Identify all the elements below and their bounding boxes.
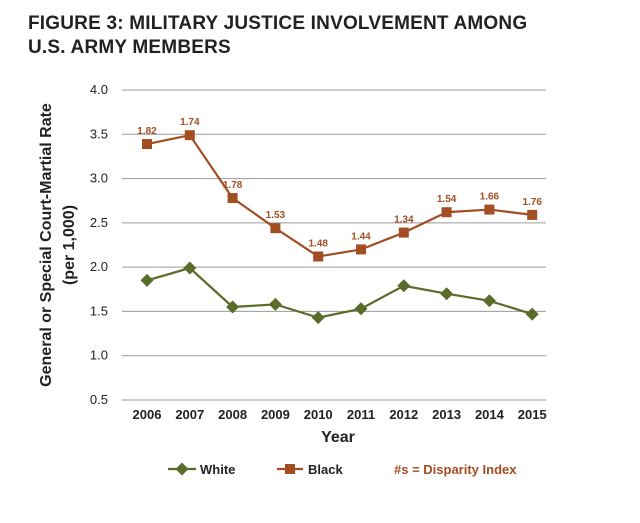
black-point bbox=[398, 227, 409, 238]
x-tick-label: 2013 bbox=[432, 407, 461, 422]
white-point bbox=[482, 294, 496, 308]
x-tick-label: 2011 bbox=[347, 407, 375, 422]
white-point bbox=[183, 261, 197, 275]
chart-title-line-1: FIGURE 3: MILITARY JUSTICE INVOLVEMENT A… bbox=[28, 13, 528, 34]
black-data-label: 1.66 bbox=[480, 192, 500, 203]
black-data-label: 1.53 bbox=[266, 210, 286, 221]
black-series-line bbox=[146, 133, 533, 258]
x-tick-label: 2012 bbox=[389, 407, 418, 422]
x-tick-label: 2008 bbox=[218, 407, 247, 422]
black-data-label: 1.54 bbox=[437, 194, 457, 205]
y-tick-label: 4.0 bbox=[90, 82, 108, 97]
legend-white-label: White bbox=[200, 462, 235, 477]
black-point bbox=[441, 207, 452, 218]
white-point bbox=[226, 300, 240, 314]
black-point bbox=[527, 209, 538, 220]
white-point bbox=[525, 307, 539, 321]
white-point bbox=[354, 302, 368, 316]
x-tick-label: 2010 bbox=[304, 407, 333, 422]
y-tick-label: 2.5 bbox=[90, 215, 108, 230]
white-point bbox=[311, 311, 325, 325]
y-tick-label: 0.5 bbox=[90, 392, 108, 407]
y-tick-label: 2.0 bbox=[90, 259, 108, 274]
black-point bbox=[356, 244, 366, 255]
x-tick-label: 2007 bbox=[175, 407, 204, 422]
y-tick-label: 3.5 bbox=[90, 126, 108, 141]
x-axis-title: Year bbox=[321, 429, 355, 446]
legend-black-label: Black bbox=[308, 462, 343, 477]
black-point bbox=[184, 130, 195, 141]
black-point bbox=[227, 193, 238, 204]
black-point bbox=[142, 139, 152, 150]
legend-black-square-icon bbox=[285, 464, 295, 474]
white-point bbox=[268, 297, 282, 311]
black-data-label: 1.44 bbox=[351, 231, 371, 242]
y-tick-label: 1.5 bbox=[90, 303, 108, 318]
black-data-label: 1.48 bbox=[308, 239, 328, 250]
y-axis-title-line-1: General or Special Court-Martial Rate bbox=[38, 103, 55, 387]
legend-disparity-note: #s = Disparity Index bbox=[394, 462, 517, 477]
black-point bbox=[313, 251, 324, 262]
x-tick-label: 2014 bbox=[475, 407, 505, 422]
chart-title: FIGURE 3: MILITARY JUSTICE INVOLVEMENT A… bbox=[28, 12, 527, 60]
white-point bbox=[140, 273, 154, 287]
white-point bbox=[440, 287, 454, 301]
chart-title-line-2: U.S. ARMY MEMBERS bbox=[28, 37, 231, 58]
white-point bbox=[397, 279, 411, 293]
y-tick-label: 3.0 bbox=[90, 171, 108, 186]
black-point bbox=[484, 204, 495, 215]
black-data-label: 1.82 bbox=[137, 126, 157, 137]
white-series-line bbox=[146, 266, 533, 319]
legend-white-diamond-icon bbox=[175, 462, 189, 476]
y-tick-label: 1.0 bbox=[90, 348, 108, 363]
x-tick-label: 2009 bbox=[261, 407, 290, 422]
y-axis-title-line-2: (per 1,000) bbox=[61, 205, 78, 285]
black-data-label: 1.34 bbox=[394, 215, 414, 226]
x-tick-label: 2006 bbox=[133, 407, 162, 422]
black-data-label: 1.74 bbox=[180, 117, 200, 128]
black-data-label: 1.78 bbox=[223, 180, 243, 191]
black-point bbox=[270, 223, 281, 234]
black-data-label: 1.76 bbox=[522, 197, 542, 208]
x-tick-label: 2015 bbox=[518, 407, 547, 422]
